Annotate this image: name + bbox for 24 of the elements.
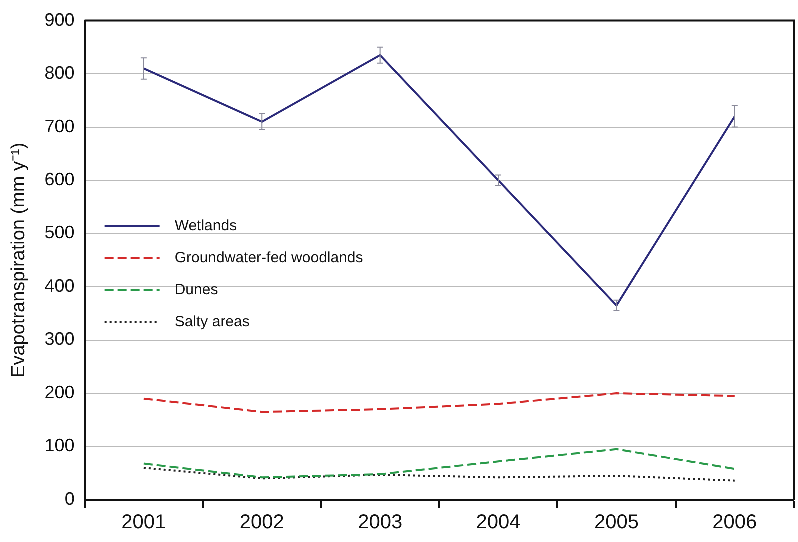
x-tick-label: 2001 xyxy=(122,512,166,534)
y-axis-title: Evapotranspiration (mm y⁻¹) xyxy=(8,142,30,378)
x-tick-label: 2005 xyxy=(594,512,639,534)
x-tick-label: 2004 xyxy=(476,512,521,534)
y-tick-label: 500 xyxy=(44,222,75,243)
legend-label: Dunes xyxy=(174,282,218,299)
x-tick-label: 2002 xyxy=(240,512,284,534)
y-tick-label: 100 xyxy=(44,436,75,456)
y-tick-label: 900 xyxy=(44,10,75,30)
y-tick-label: 300 xyxy=(44,329,75,350)
legend-label: Groundwater-fed woodlands xyxy=(174,250,364,267)
legend-label: Salty areas xyxy=(174,314,250,331)
y-tick-label: 200 xyxy=(44,382,75,402)
line-series xyxy=(142,448,736,479)
x-tick-label: 2003 xyxy=(358,512,403,534)
x-tick-label: 2006 xyxy=(712,512,758,534)
y-tick-label: 600 xyxy=(44,170,75,190)
legend-label: Wetlands xyxy=(174,218,238,235)
y-tick-label: 800 xyxy=(44,63,75,84)
y-tick-label: 0 xyxy=(64,488,75,509)
y-tick-label: 700 xyxy=(44,116,75,136)
line-series xyxy=(142,467,736,482)
y-tick-label: 400 xyxy=(44,276,75,296)
line-series xyxy=(142,392,736,414)
